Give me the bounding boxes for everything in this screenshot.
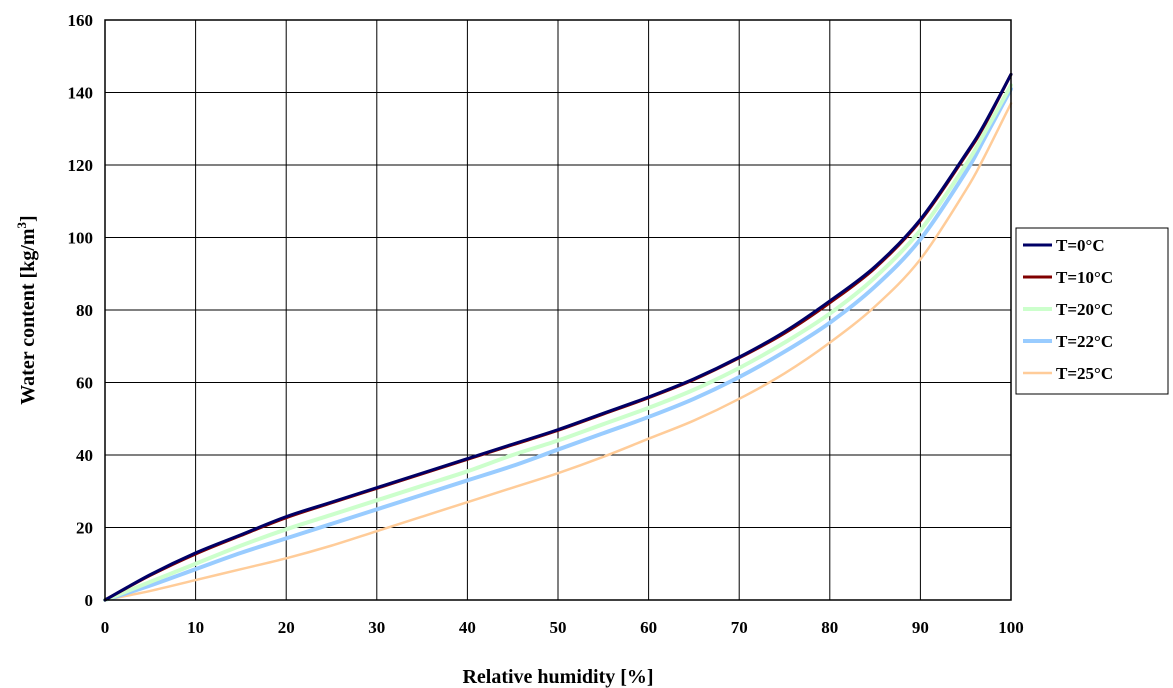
x-tick-label: 10	[187, 618, 204, 637]
y-tick-label: 60	[76, 374, 93, 393]
plot-area	[103, 19, 1013, 602]
y-tick-label: 0	[85, 591, 94, 610]
x-tick-label: 70	[731, 618, 748, 637]
legend-label: T=10°C	[1056, 268, 1113, 287]
y-tick-label: 160	[68, 11, 94, 30]
x-tick-label: 40	[459, 618, 476, 637]
y-axis-title-main: Water content [kg/m	[17, 228, 39, 405]
legend-label: T=25°C	[1056, 364, 1113, 383]
x-axis-title: Relative humidity [%]	[462, 666, 653, 688]
series-line-3	[103, 83, 1013, 602]
x-tick-label: 60	[640, 618, 657, 637]
y-axis-title: Water content [kg/m3]	[14, 215, 39, 404]
series-line-1	[103, 72, 1013, 602]
x-tick-label: 30	[368, 618, 385, 637]
y-tick-label: 120	[68, 156, 94, 175]
x-tick-label: 80	[821, 618, 838, 637]
x-tick-label: 0	[101, 618, 110, 637]
series-lines	[103, 72, 1013, 602]
y-axis-title-superscript: 3	[14, 221, 29, 228]
y-tick-label: 80	[76, 301, 93, 320]
x-tick-label: 20	[278, 618, 295, 637]
legend-label: T=0°C	[1056, 236, 1105, 255]
y-tick-label: 40	[76, 446, 93, 465]
y-tick-label: 100	[68, 229, 94, 248]
x-tick-label: 100	[998, 618, 1024, 637]
legend: T=0°C T=10°C T=20°C T=22°C T=25°C	[1015, 227, 1169, 395]
gridlines	[105, 20, 1011, 600]
legend-label: T=22°C	[1056, 332, 1113, 351]
y-tick-label: 20	[76, 519, 93, 538]
legend-label: T=20°C	[1056, 300, 1113, 319]
series-line-5	[103, 102, 1013, 602]
x-tick-label: 50	[550, 618, 567, 637]
x-tick-labels: 0 10 20 30 40 50 60 70 80 90 100	[101, 618, 1024, 637]
y-axis-title-end: ]	[17, 215, 39, 222]
x-tick-label: 90	[912, 618, 929, 637]
plot-border	[104, 19, 1012, 601]
y-tick-label: 140	[68, 84, 94, 103]
series-line-4	[103, 86, 1013, 602]
y-tick-labels: 0 20 40 60 80 100 120 140 160	[68, 11, 94, 610]
